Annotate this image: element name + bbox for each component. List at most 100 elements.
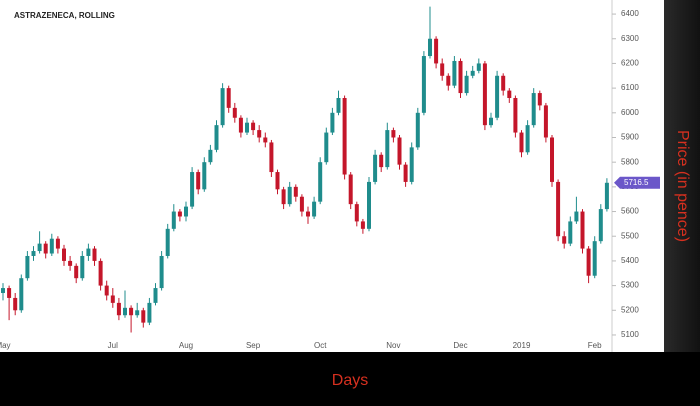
candle-body — [525, 125, 530, 153]
x-tick-label: May — [0, 341, 11, 350]
side-panel — [664, 0, 700, 352]
candle-body — [415, 112, 420, 148]
chart-title: ASTRAZENECA, ROLLING — [14, 11, 115, 20]
candle-body — [196, 172, 201, 190]
candle-body — [354, 204, 359, 222]
candle-body — [306, 211, 310, 217]
candle-body — [19, 278, 24, 311]
candle-body — [543, 105, 548, 138]
candle-body — [482, 63, 487, 126]
candle-body — [367, 181, 371, 229]
candle-body — [470, 70, 475, 76]
x-tick-label: Nov — [386, 341, 400, 350]
y-tick-label: 5600 — [621, 207, 639, 216]
y-tick-label: 6000 — [621, 108, 639, 117]
x-tick-label: Aug — [179, 341, 193, 350]
candle-body — [519, 132, 524, 153]
last-price-label: 5716.5 — [624, 178, 649, 187]
y-tick-label: 5200 — [621, 305, 639, 314]
candle-body — [562, 236, 567, 244]
candle-body — [592, 241, 597, 276]
candle-body — [80, 255, 85, 279]
candle-body — [287, 186, 292, 205]
candle-body — [495, 75, 500, 118]
candle-body — [586, 248, 591, 276]
x-tick-label: Dec — [453, 341, 467, 350]
plot-area — [0, 0, 664, 352]
candle-body — [68, 260, 73, 266]
candle-body — [598, 209, 603, 242]
candle-body — [165, 228, 170, 256]
candle-body — [275, 172, 280, 190]
candle-body — [556, 181, 561, 237]
candle-body — [110, 295, 115, 303]
candle-body — [452, 60, 457, 86]
y-axis-title: Price (in pence) — [674, 130, 691, 242]
candle-body — [123, 307, 127, 316]
candle-body — [74, 265, 79, 279]
y-tick-label: 6100 — [621, 83, 639, 92]
candle-body — [245, 122, 249, 133]
candle-body — [55, 238, 60, 249]
candles: 5100520053005400550056005700580059006000… — [0, 6, 660, 350]
candle-body — [391, 130, 396, 138]
y-tick-label: 5900 — [621, 133, 639, 142]
candle-body — [342, 97, 347, 175]
candle-body — [104, 285, 109, 296]
candle-body — [214, 125, 219, 150]
candle-body — [421, 56, 426, 113]
candle-body — [501, 75, 506, 91]
candle-body — [220, 88, 225, 126]
candle-body — [458, 60, 463, 94]
candle-body — [184, 206, 188, 217]
candle-body — [299, 196, 304, 212]
candle-body — [25, 255, 30, 279]
candle-body — [403, 164, 408, 182]
y-tick-label: 6200 — [621, 59, 639, 68]
candle-body — [312, 201, 317, 217]
candle-body — [360, 221, 365, 229]
candle-body — [177, 211, 182, 217]
candle-body — [318, 162, 323, 202]
candle-body — [476, 63, 481, 71]
candle-body — [86, 248, 91, 256]
candle-body — [568, 221, 573, 244]
candle-body — [604, 182, 609, 210]
candle-body — [226, 88, 231, 108]
candle-body — [171, 211, 176, 229]
candle-body — [129, 307, 134, 316]
y-tick-label: 6300 — [621, 34, 639, 43]
x-tick-label: 2019 — [513, 341, 531, 350]
candle-body — [98, 260, 103, 286]
candle-body — [513, 97, 518, 133]
candle-body — [489, 117, 493, 126]
candle-body — [281, 189, 286, 205]
y-tick-label: 5400 — [621, 256, 639, 265]
last-price-marker — [614, 176, 660, 189]
y-tick-label: 5300 — [621, 281, 639, 290]
candle-body — [153, 288, 158, 303]
candle-body — [232, 107, 237, 118]
candle-body — [379, 154, 384, 168]
y-tick-label: 5800 — [621, 157, 639, 166]
x-axis-title: Days — [332, 372, 368, 389]
candle-body — [574, 211, 579, 222]
candle-body — [464, 75, 469, 94]
candle-body — [251, 122, 256, 131]
candle-body — [330, 112, 335, 133]
candle-body — [159, 255, 164, 289]
candle-body — [49, 238, 54, 254]
candle-body — [531, 93, 536, 126]
x-tick-label: Feb — [588, 341, 602, 350]
candle-body — [116, 302, 121, 316]
x-tick-label: Jul — [108, 341, 118, 350]
candle-body — [269, 142, 274, 173]
candle-body — [293, 186, 298, 197]
candle-body — [7, 288, 12, 298]
candle-body — [208, 149, 213, 163]
candle-body — [43, 243, 48, 254]
candle-body — [1, 288, 5, 294]
y-tick-label: 5100 — [621, 330, 639, 339]
candle-body — [202, 162, 207, 190]
